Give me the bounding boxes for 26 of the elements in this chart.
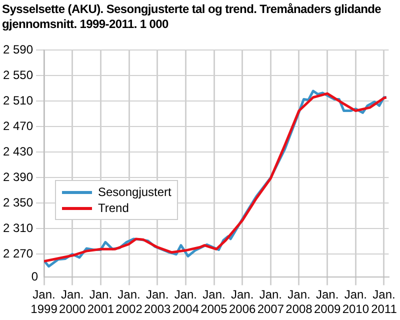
x-tick-label: Jan. 2003 <box>144 288 172 316</box>
x-tick-label: Jan. 2000 <box>59 288 86 316</box>
x-tick-label: Jan. 2006 <box>228 288 256 316</box>
y-tick-label: 2 270 <box>3 246 34 261</box>
y-tick-label: 2 350 <box>3 196 34 210</box>
x-tick-label: Jan. 2010 <box>342 288 370 316</box>
x-tick-label: Jan. 2011 <box>371 288 398 316</box>
chart-title: Sysselsette (AKU). Sesongjusterte tal og trend. Tremånaders glidande gjennomsnitt. 1999-2011. 1 000 <box>2 2 382 32</box>
x-tick-label: Jan. 2008 <box>286 288 313 316</box>
x-tick-label: Jan. 1999 <box>30 288 58 316</box>
x-tick-label: Jan. 2005 <box>200 288 228 316</box>
y-tick-label: 2 430 <box>3 144 34 159</box>
y-tick-label: 2 590 <box>3 42 34 57</box>
y-tick-label: 2 510 <box>3 94 34 108</box>
y-tick-label: 2 390 <box>3 170 34 184</box>
x-tick-label: Jan. 2007 <box>257 288 284 316</box>
y-tick-label: 2 470 <box>3 119 34 134</box>
y-tick-label: 2 550 <box>3 68 34 82</box>
x-tick-label: Jan. 2001 <box>87 288 114 316</box>
x-tick-label: Jan. 2004 <box>172 288 200 316</box>
y-tick-label: 2 310 <box>3 221 34 236</box>
x-tick-label: Jan. 2009 <box>314 288 341 316</box>
text: 0 <box>31 270 38 284</box>
x-tick-label: Jan. 2002 <box>116 288 143 316</box>
legend-label: Sesongjustert <box>98 184 172 200</box>
legend-label: Trend <box>98 200 129 216</box>
